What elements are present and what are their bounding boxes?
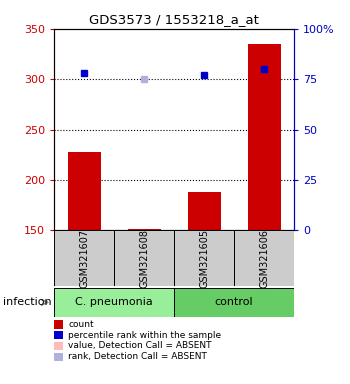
- Bar: [128, 229, 161, 230]
- Bar: [174, 230, 234, 286]
- Bar: [54, 230, 114, 286]
- Text: control: control: [215, 297, 253, 308]
- Bar: [188, 192, 220, 230]
- Text: GSM321608: GSM321608: [139, 229, 149, 288]
- Bar: [114, 230, 174, 286]
- Bar: [234, 230, 294, 286]
- Text: rank, Detection Call = ABSENT: rank, Detection Call = ABSENT: [68, 352, 207, 361]
- Text: percentile rank within the sample: percentile rank within the sample: [68, 331, 221, 340]
- Bar: [68, 152, 101, 230]
- Text: GSM321606: GSM321606: [259, 229, 269, 288]
- Title: GDS3573 / 1553218_a_at: GDS3573 / 1553218_a_at: [89, 13, 259, 26]
- Text: count: count: [68, 320, 94, 329]
- Text: C. pneumonia: C. pneumonia: [75, 297, 153, 308]
- Bar: [54, 288, 174, 317]
- Text: GSM321607: GSM321607: [79, 229, 89, 288]
- Bar: [174, 288, 294, 317]
- Bar: [247, 44, 280, 230]
- Text: value, Detection Call = ABSENT: value, Detection Call = ABSENT: [68, 341, 212, 351]
- Text: infection: infection: [4, 297, 52, 308]
- Text: GSM321605: GSM321605: [199, 229, 209, 288]
